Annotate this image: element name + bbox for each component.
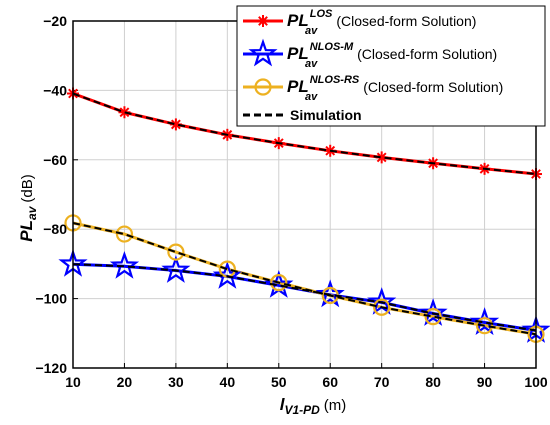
data-point-star [248,38,278,67]
data-point-circle [424,308,442,326]
x-tick-label: 90 [477,374,493,390]
data-point-asterisk [118,106,131,119]
legend-box [236,5,546,127]
y-tick-label: −40 [43,82,67,98]
data-point-circle [373,298,391,316]
svg-text:av: av [305,91,318,103]
x-axis-label: lV1-PD (m) [280,395,347,417]
svg-text:PLLOS(Closed-form Solution): PLLOS (Closed-form Solution) [287,8,476,30]
legend-marker-circle [254,78,272,96]
x-tick-label: 60 [322,374,338,390]
y-tick-label: −80 [43,221,67,237]
legend: PLLOS (Closed-form Solution) av PLNLOS-M(… [236,5,546,127]
svg-text:PLNLOS-RS(Closed-form Solution: PLNLOS-RS (Closed-form Solution) [287,74,503,96]
data-point-circle [254,78,272,96]
simulation-lines [72,92,537,336]
y-tick-label: −120 [35,360,67,376]
x-tick-label: 70 [374,374,390,390]
y-tick-label: −60 [43,152,67,168]
legend-entry-los: PLLOS (Closed-form Solution) av [243,8,476,37]
svg-text:PLNLOS-M(Closed-form Solution): PLNLOS-M (Closed-form Solution) [287,41,497,63]
data-point-asterisk [257,15,269,27]
data-point-star [469,307,500,336]
legend-entry-nlos-m: PLNLOS-M (Closed-form Solution) av [243,38,497,70]
simulation-line [72,92,537,175]
data-point-circle [167,243,185,261]
y-axis-label: PLav(dB) [17,174,39,241]
data-point-star [212,261,242,289]
data-point-circle [270,274,288,292]
x-tick-label: 30 [168,374,184,390]
data-point-circle [115,225,134,243]
legend-marker-star [248,38,278,67]
data-point-star [109,250,140,279]
data-point-star [161,255,191,283]
data-point-circle [475,317,494,335]
svg-text:Simulation: Simulation [290,107,362,123]
legend-marker-asterisk [257,15,269,27]
series-line-1 [72,262,537,332]
svg-text:av: av [305,58,318,70]
x-tick-label: 40 [220,374,236,390]
simulation-line [72,263,537,332]
data-point-star [315,279,345,308]
simulation-line [72,222,537,336]
y-tick-label: −100 [35,291,67,307]
svg-text:av: av [305,25,318,37]
legend-entry-simulation: Simulation [243,107,362,123]
x-tick-label: 20 [117,374,133,390]
data-point-star [418,298,448,326]
x-tick-label: 50 [271,374,287,390]
x-tick-label: 100 [524,374,548,390]
x-tick-label: 10 [65,374,81,390]
tick-labels: 10 20 30 40 50 60 70 80 90 100 −120 −100 −80 −60 −40 −2… [35,13,547,390]
legend-entry-nlos-rs: PLNLOS-RS (Closed-form Solution) av [243,74,503,103]
x-tick-label: 80 [425,374,441,390]
y-tick-label: −20 [43,13,67,29]
